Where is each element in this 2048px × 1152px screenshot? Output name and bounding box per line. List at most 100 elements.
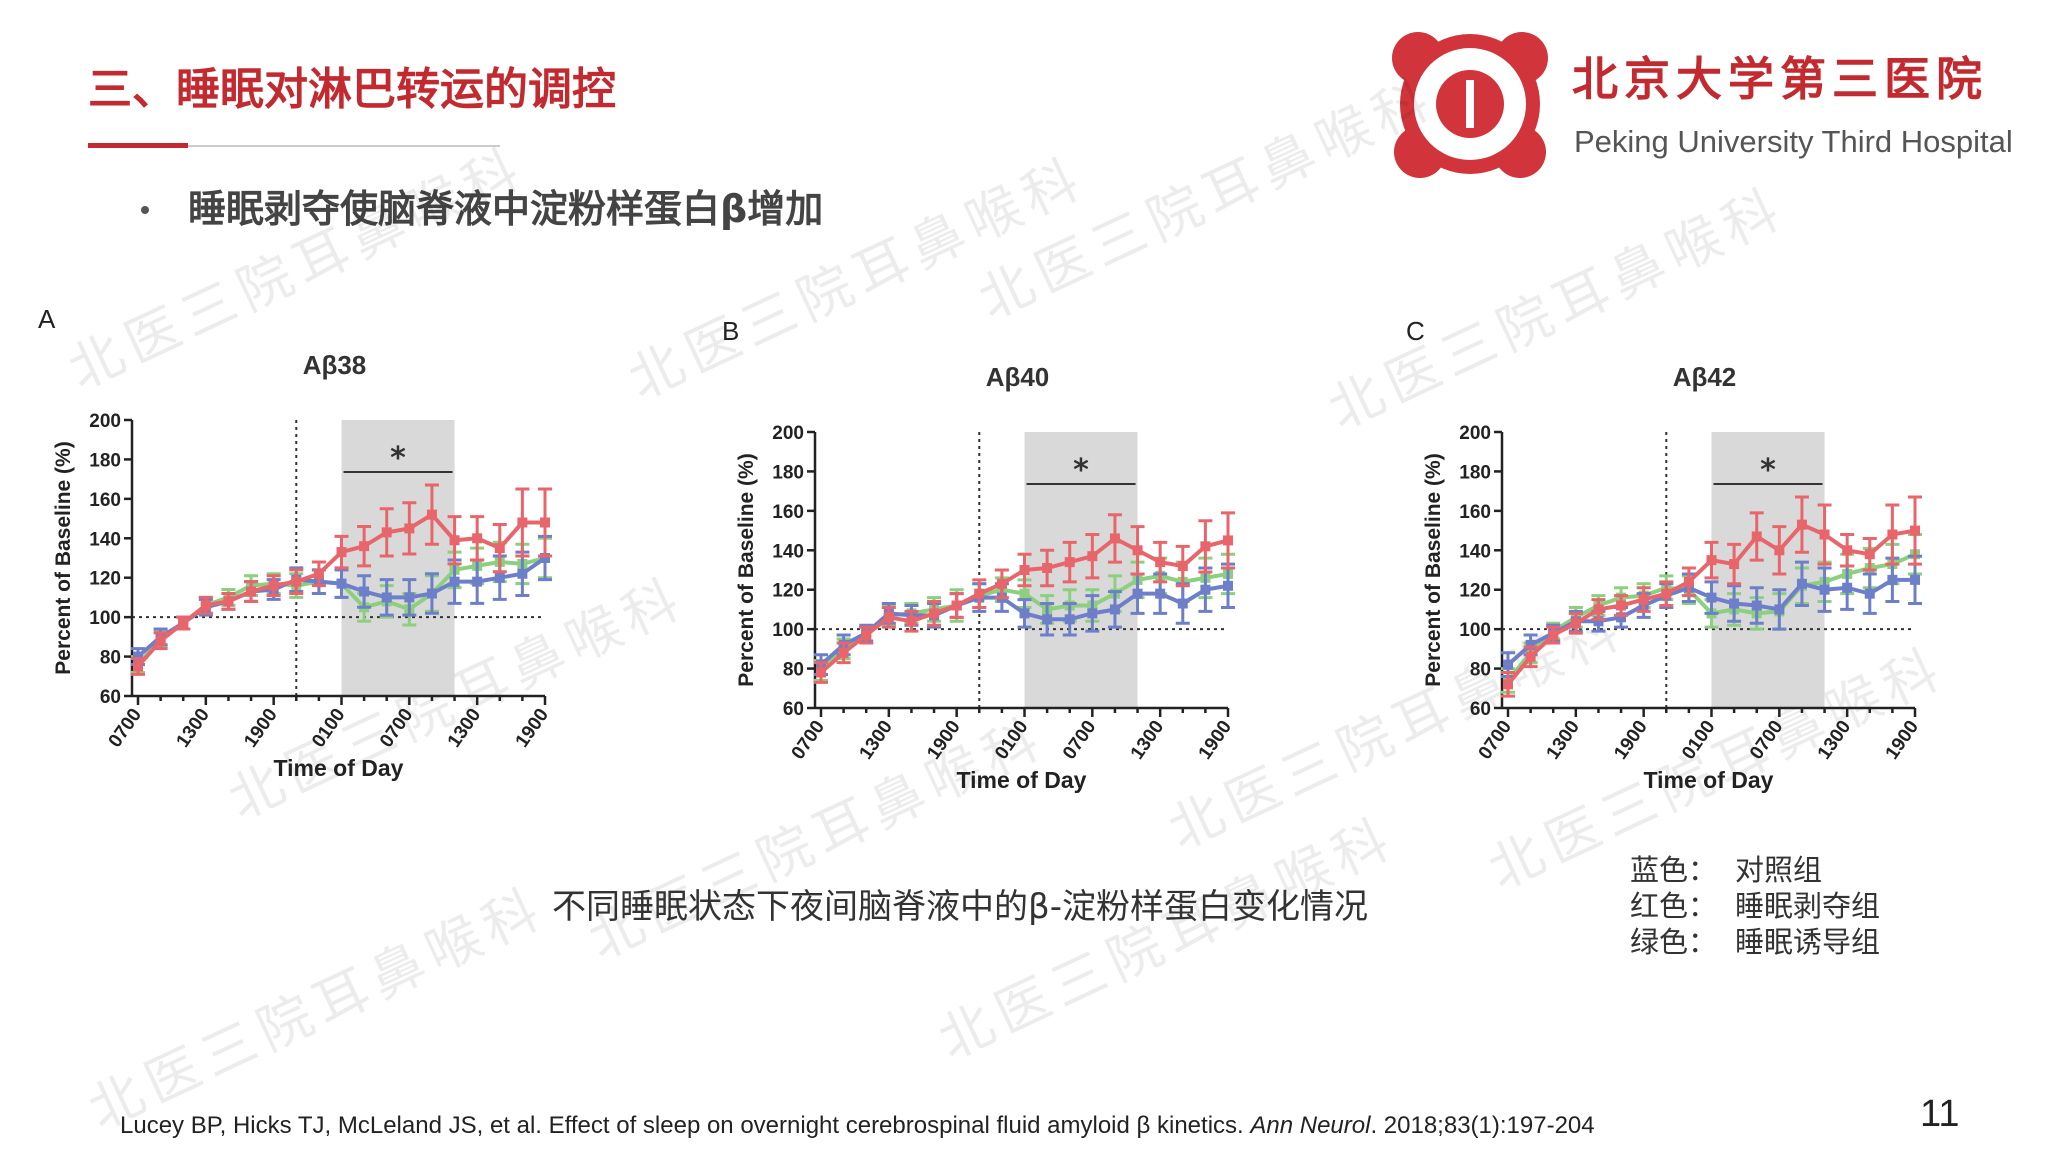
data-point — [472, 533, 483, 544]
data-point — [1525, 639, 1536, 650]
data-point — [1019, 608, 1030, 619]
y-tick-label: 80 — [100, 648, 121, 669]
figure-caption: 不同睡眠状态下夜间脑脊液中的β-淀粉样蛋白变化情况 — [552, 887, 1368, 927]
hospital-name-cn: 北京大学第三医院 — [1572, 52, 1988, 106]
x-axis-title: Time of Day — [274, 755, 404, 781]
data-point — [426, 588, 437, 599]
watermark: 北医三院耳鼻喉科 — [79, 875, 555, 1142]
data-point — [1796, 519, 1807, 530]
data-point — [1616, 612, 1627, 623]
x-tick-label: 1900 — [1882, 717, 1923, 764]
y-tick-label: 100 — [1459, 620, 1491, 641]
x-tick-label: 1300 — [1542, 717, 1583, 764]
data-point — [1087, 551, 1098, 562]
data-point — [1019, 565, 1030, 575]
legend-group: 睡眠诱导组 — [1735, 925, 1880, 959]
legend-group: 睡眠剥夺组 — [1735, 889, 1880, 923]
legend-color: 绿色： — [1630, 925, 1717, 959]
data-point — [540, 517, 550, 528]
data-point — [1064, 614, 1075, 625]
data-point — [1638, 594, 1649, 605]
significance-mark: * — [1760, 453, 1776, 488]
reference-details: . 2018;83(1):197-204 — [1370, 1112, 1594, 1139]
data-point — [838, 647, 849, 658]
data-point — [291, 576, 302, 587]
data-point — [223, 596, 234, 607]
data-point — [178, 618, 189, 629]
data-point — [1706, 592, 1717, 603]
data-point — [1729, 559, 1740, 570]
y-tick-label: 160 — [89, 490, 121, 511]
data-point — [1503, 659, 1513, 670]
data-point — [359, 586, 370, 597]
bullet-dot — [141, 206, 149, 214]
data-point — [200, 600, 211, 611]
watermark: 北医三院耳鼻喉科 — [929, 805, 1405, 1072]
reference: Lucey BP, Hicks TJ, McLeland JS, et al. … — [120, 1112, 1595, 1139]
y-tick-label: 200 — [1459, 423, 1491, 444]
y-tick-label: 140 — [1459, 541, 1491, 562]
data-point — [1774, 604, 1785, 615]
y-tick-label: 120 — [89, 569, 121, 590]
data-point — [517, 517, 528, 528]
panel-label: B — [722, 316, 739, 346]
data-point — [1751, 600, 1762, 611]
data-point — [816, 667, 826, 678]
x-tick-label: 1300 — [1127, 717, 1168, 764]
data-point — [1593, 616, 1604, 627]
y-tick-label: 100 — [772, 620, 804, 641]
y-tick-label: 100 — [89, 608, 121, 629]
bullet-text: 睡眠剥夺使脑脊液中淀粉样蛋白β增加 — [188, 187, 823, 231]
data-point — [381, 592, 392, 603]
data-point — [1706, 555, 1717, 566]
y-tick-label: 160 — [772, 502, 804, 523]
y-axis-title: Percent of Baseline (%) — [1422, 453, 1445, 686]
y-tick-label: 140 — [772, 541, 804, 562]
panel-label: C — [1406, 316, 1425, 346]
watermark: 北医三院耳鼻喉科 — [1319, 175, 1795, 442]
y-tick-label: 200 — [772, 423, 804, 444]
x-axis-title: Time of Day — [1644, 767, 1774, 793]
hospital-emblem — [1392, 32, 1548, 178]
legend-group: 对照组 — [1735, 853, 1822, 887]
data-point — [1042, 614, 1053, 625]
data-point — [1019, 588, 1030, 599]
data-point — [1751, 531, 1762, 542]
legend-color: 红色： — [1630, 889, 1717, 923]
data-point — [996, 578, 1007, 589]
data-point — [359, 541, 370, 552]
data-point — [1661, 588, 1672, 599]
watermark: 北医三院耳鼻喉科 — [59, 135, 535, 402]
legend-color: 蓝色： — [1630, 853, 1717, 887]
data-point — [1042, 563, 1053, 574]
data-point — [1910, 574, 1920, 585]
data-point — [1155, 557, 1166, 568]
slide-title: 三、睡眠对淋巴转运的调控 — [88, 64, 616, 115]
shaded-window — [341, 420, 455, 696]
data-point — [1177, 598, 1188, 609]
data-point — [1864, 549, 1875, 560]
y-tick-label: 120 — [772, 581, 804, 602]
data-point — [1774, 545, 1785, 556]
y-tick-label: 60 — [783, 699, 804, 720]
data-point — [133, 661, 143, 672]
data-point — [1109, 533, 1120, 544]
data-point — [155, 635, 166, 646]
significance-mark: * — [390, 441, 406, 476]
title-underline — [88, 143, 188, 148]
data-point — [861, 630, 872, 641]
data-point — [517, 568, 528, 579]
data-point — [1525, 651, 1536, 662]
data-point — [1109, 604, 1120, 615]
data-point — [472, 576, 483, 587]
y-tick-label: 200 — [89, 411, 121, 432]
data-point — [381, 527, 392, 538]
data-point — [1683, 576, 1694, 587]
data-point — [883, 612, 894, 623]
data-point — [1155, 588, 1166, 599]
data-point — [929, 608, 940, 619]
data-point — [1842, 545, 1853, 556]
